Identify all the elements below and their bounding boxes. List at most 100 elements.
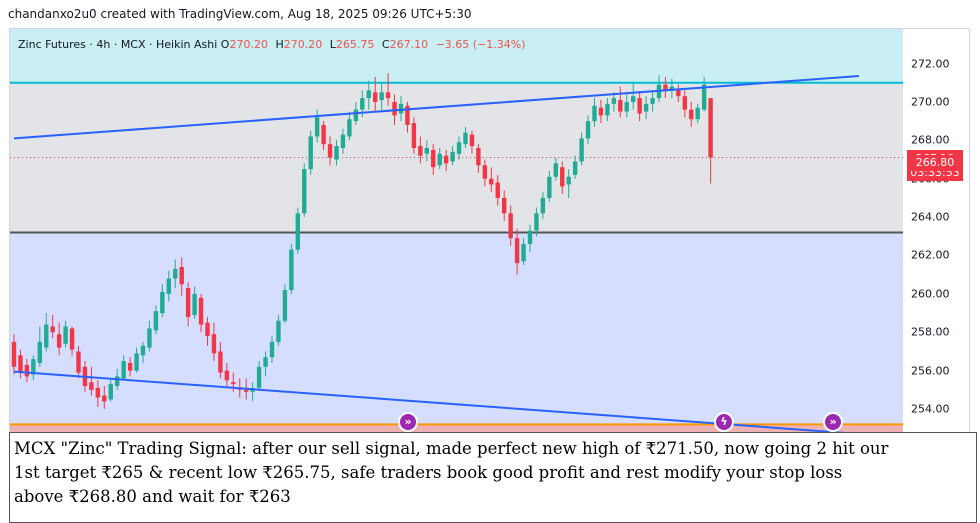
legend-high-value: 270.20 [283,38,323,51]
candle-body [244,389,249,392]
candle-body [418,146,423,156]
candle-body [115,376,120,387]
zone-lower [10,232,903,425]
candle-body [527,230,533,244]
candle-body [514,238,520,264]
event-marker-double-chevron-right-icon[interactable]: » [398,412,418,432]
candle-body [592,105,597,122]
price-tick-label: 270.00 [911,95,950,109]
candle-body [63,326,68,344]
candle-body [411,123,417,149]
candle-body [643,103,649,112]
caption-line-1: MCX "Zinc" Trading Signal: after our sel… [14,439,889,458]
legend-open-value: 270.20 [229,38,268,51]
candle-body [560,167,565,187]
candle-body [24,364,30,377]
candle-body [269,341,275,358]
candle-body [347,119,352,137]
trendline-upper-channel [13,75,860,140]
candle-body [179,267,184,285]
caption-line-3: above ₹268.80 and wait for ₹263 [14,487,291,506]
candle-body [160,291,165,314]
candle-body [134,353,139,371]
caption-line-2: 1st target ₹265 & recent low ₹265.75, sa… [14,463,843,482]
candle-body [637,98,642,114]
candle-body [605,103,610,116]
candle-body [611,98,617,104]
candle-body [121,361,126,379]
candle-body [76,351,81,373]
candle-body [140,345,146,356]
candle-body [153,311,159,331]
candle-body [424,148,429,154]
price-axis-strip [903,29,969,432]
low-price-badge: 266.80 [907,155,963,172]
candle-body [166,278,171,294]
candle-body [695,107,700,120]
symbol-legend: Zinc Futures · 4h · MCX · Heikin Ashi O2… [18,38,530,51]
candle-body [314,117,320,137]
candle-body [708,98,713,158]
candle-body [289,249,294,291]
candle-body [585,121,591,139]
candle-body [553,163,558,177]
candle-body [405,105,410,125]
legend-change: −3.65 (−1.34%) [435,38,526,51]
price-tick-label: 264.00 [911,210,950,224]
candle-body [50,326,55,333]
candle-body [392,101,397,116]
candle-body [282,290,288,321]
legend-low-label: L [329,38,336,51]
candle-body [398,103,404,114]
candle-body [566,176,571,185]
candle-body [521,243,526,262]
candle-body [89,382,94,390]
price-tick-label: 258.00 [911,325,950,339]
legend-high-label: H [275,38,284,51]
candle-body [102,395,107,402]
price-tick-label: 268.00 [911,133,950,147]
zone-upper [10,29,903,83]
event-marker-lightning-icon[interactable]: ϟ [714,412,734,432]
candle-body [456,142,462,154]
chart-area[interactable]: Zinc Futures · 4h · MCX · Heikin Ashi O2… [9,28,970,433]
price-chart-svg[interactable] [10,29,970,433]
candle-body [295,213,300,250]
legend-open-label: O [220,38,230,51]
candle-body [321,124,326,145]
legend-close-value: 267.10 [389,38,429,51]
candle-body [95,387,101,398]
candle-body [353,109,359,122]
price-tick-label: 254.00 [911,402,950,416]
candle-body [689,109,694,120]
candle-body [360,98,365,110]
price-tick-label: 272.00 [911,57,950,71]
candle-body [276,320,281,342]
candle-body [598,107,604,116]
candle-body [463,132,468,145]
price-tick-label: 262.00 [911,248,950,262]
zone-bottom [10,424,903,432]
chart-credit: chandanxo2u0 created with TradingView.co… [8,7,472,21]
candle-body [489,178,494,185]
candle-body [502,197,507,214]
candle-body [56,334,62,348]
candle-body [572,161,578,175]
candle-body [69,328,75,350]
candle-body [192,293,197,315]
candle-body [476,148,481,166]
candle-body [373,92,378,102]
candle-body [385,92,391,99]
candle-body [431,149,436,168]
candle-body [547,176,552,198]
candle-body [218,351,223,373]
candle-body [624,101,629,112]
candle-body [308,136,313,170]
event-marker-double-chevron-right-icon[interactable]: » [823,412,843,432]
candle-body [44,324,49,348]
candle-body [450,151,455,162]
candle-body [173,268,178,279]
candle-body [334,146,339,160]
candle-body [127,362,133,371]
candle-body [682,96,687,110]
